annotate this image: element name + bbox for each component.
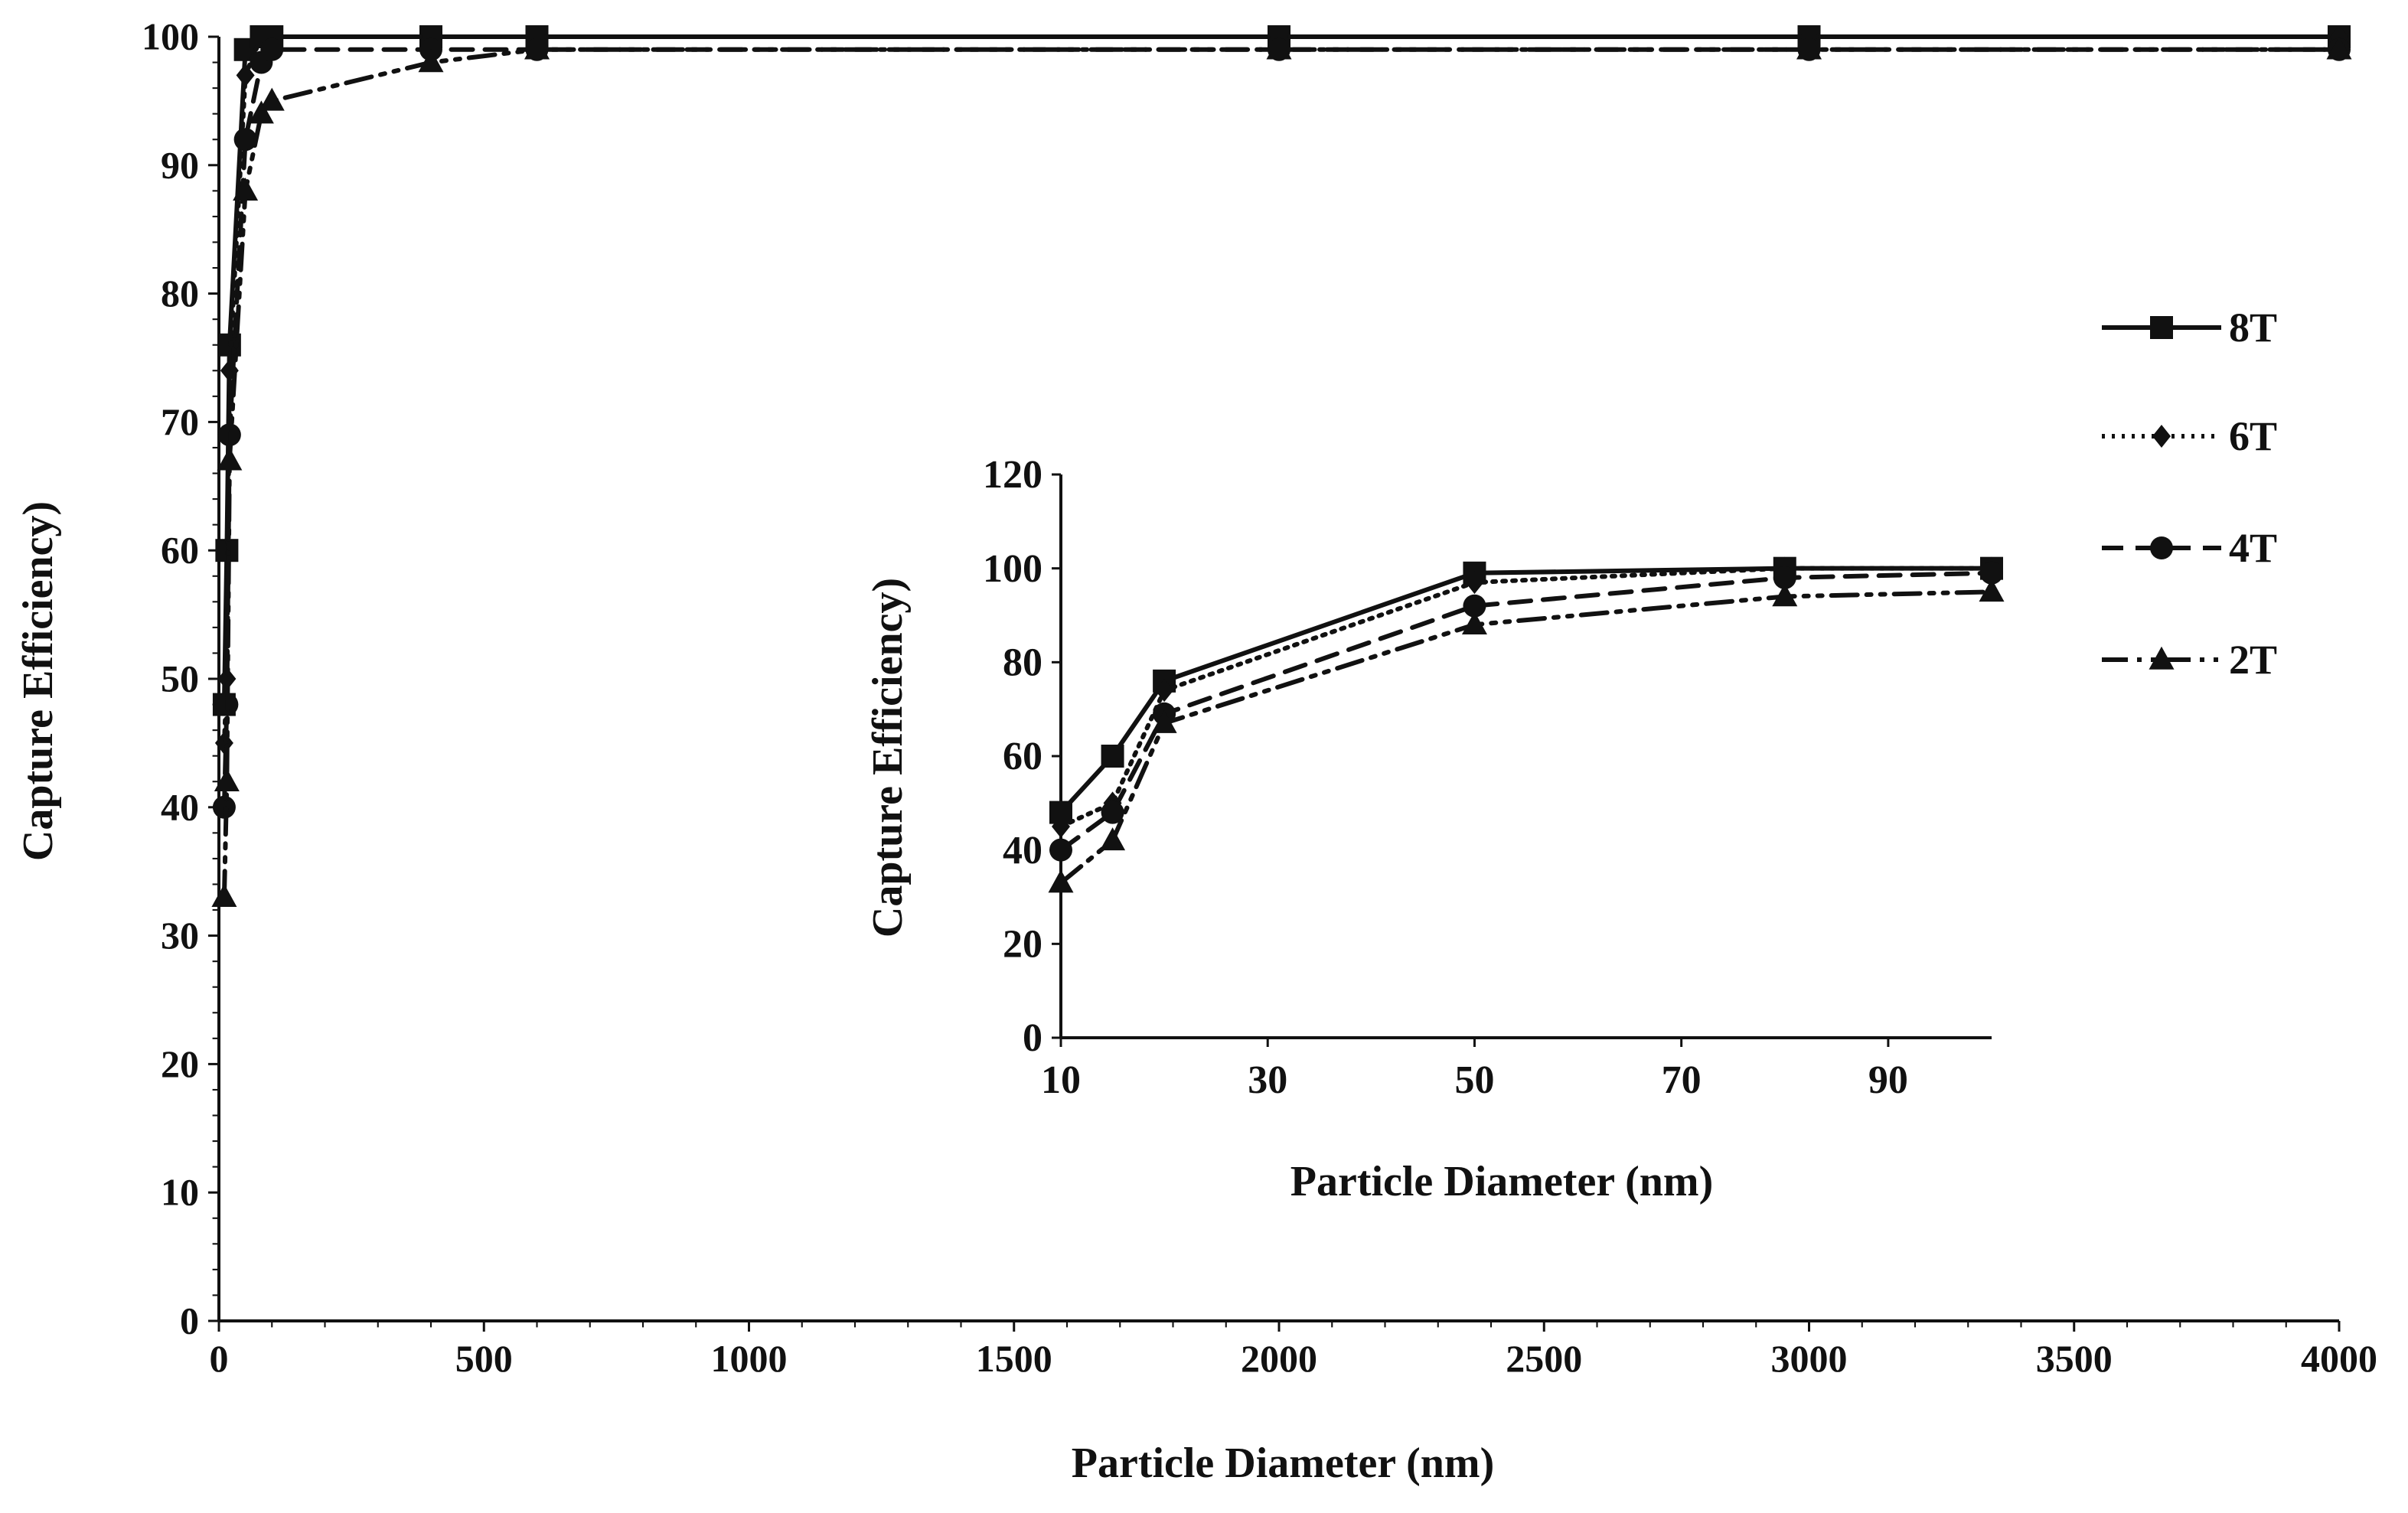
legend: 8T 6T 4T 2T bbox=[2102, 305, 2277, 683]
data-point-4t bbox=[1463, 594, 1486, 618]
data-point-2t bbox=[524, 36, 550, 60]
data-point-4t bbox=[260, 37, 284, 61]
x-tick-label: 30 bbox=[1248, 1058, 1287, 1102]
x-tick-label: 4000 bbox=[2301, 1337, 2377, 1380]
series-line-4t bbox=[1059, 570, 1994, 853]
data-point-4t bbox=[1101, 801, 1124, 824]
data-point-2t bbox=[2326, 36, 2352, 60]
y-tick-label: 20 bbox=[1003, 922, 1042, 966]
y-tick-label: 90 bbox=[161, 143, 199, 186]
y-tick-label: 100 bbox=[983, 547, 1042, 591]
y-tick-label: 100 bbox=[142, 15, 199, 58]
series-2t bbox=[211, 36, 2352, 908]
x-tick-label: 90 bbox=[1868, 1058, 1908, 1102]
data-point-2t bbox=[233, 178, 259, 201]
series-8t bbox=[1049, 556, 2003, 824]
data-point-2t bbox=[1048, 869, 1074, 893]
y-tick-label: 60 bbox=[1003, 735, 1042, 778]
series-line-2t bbox=[1059, 589, 1994, 885]
y-tick-label: 120 bbox=[983, 453, 1042, 497]
data-point-2t bbox=[1151, 709, 1177, 733]
y-axis-title: Capture Efficiency) bbox=[864, 578, 912, 937]
x-axis-title: Particle Diameter (nm) bbox=[1072, 1440, 1494, 1487]
legend-item-8t: 8T bbox=[2102, 305, 2277, 351]
series-line-6t bbox=[221, 34, 2341, 745]
series-line-6t bbox=[1059, 566, 1994, 829]
y-tick-label: 0 bbox=[1023, 1016, 1042, 1060]
data-point-6t bbox=[1465, 571, 1484, 595]
data-point-6t bbox=[1155, 679, 1174, 703]
legend-label-8t: 8T bbox=[2229, 305, 2277, 351]
data-point-2t bbox=[1796, 36, 1822, 60]
legend-item-4t: 4T bbox=[2102, 525, 2277, 571]
series-2t bbox=[1048, 579, 2005, 893]
series-4t bbox=[1049, 561, 2003, 862]
legend-label-6t: 6T bbox=[2229, 413, 2277, 459]
data-point-2t bbox=[1772, 583, 1798, 607]
data-point-8t bbox=[1101, 745, 1124, 768]
series-8t bbox=[212, 25, 2351, 716]
legend-marker-2t bbox=[2149, 646, 2175, 670]
x-tick-label: 3500 bbox=[2036, 1337, 2113, 1380]
series-line-8t bbox=[221, 34, 2341, 707]
data-point-4t bbox=[233, 128, 257, 152]
x-tick-label: 50 bbox=[1454, 1058, 1494, 1102]
data-point-2t bbox=[214, 768, 240, 791]
x-tick-label: 2500 bbox=[1506, 1337, 1582, 1380]
data-point-4t bbox=[1980, 561, 2003, 585]
y-tick-label: 40 bbox=[161, 785, 199, 828]
legend-marker-4t bbox=[2150, 536, 2173, 559]
legend-label-2t: 2T bbox=[2229, 637, 2277, 683]
main-plot: 0 500 1000 1500 2000 2500 3000 3500 400001020304… bbox=[15, 15, 2377, 1488]
data-point-2t bbox=[1266, 36, 1292, 60]
y-tick-label: 30 bbox=[161, 914, 199, 957]
legend-marker-6t bbox=[2152, 425, 2171, 448]
legend-item-2t: 2T bbox=[2102, 637, 2277, 683]
x-tick-label: 1000 bbox=[711, 1337, 788, 1380]
data-point-2t bbox=[418, 49, 444, 73]
inset-plot: 10 30 50 70 90 0 20 40 60 80 100 120 Particle Diamet… bbox=[864, 453, 2005, 1205]
series-line-4t bbox=[221, 47, 2341, 810]
y-tick-label: 70 bbox=[161, 400, 199, 443]
y-tick-label: 60 bbox=[161, 529, 199, 572]
data-point-2t bbox=[211, 884, 237, 908]
y-axis-title: Capture Efficiency) bbox=[15, 501, 62, 861]
legend-marker-8t bbox=[2150, 316, 2173, 339]
series-6t bbox=[214, 25, 2348, 755]
x-tick-label: 1500 bbox=[976, 1337, 1052, 1380]
y-tick-label: 50 bbox=[161, 657, 199, 700]
y-tick-label: 80 bbox=[161, 272, 199, 315]
y-tick-label: 0 bbox=[180, 1299, 199, 1342]
series-4t bbox=[212, 37, 2351, 819]
data-point-4t bbox=[1049, 838, 1072, 862]
x-tick-label: 10 bbox=[1041, 1058, 1081, 1102]
data-point-4t bbox=[212, 795, 236, 819]
data-point-6t bbox=[236, 64, 255, 87]
x-tick-label: 500 bbox=[455, 1337, 513, 1380]
legend-label-4t: 4T bbox=[2229, 525, 2277, 571]
data-point-2t bbox=[1979, 579, 2005, 602]
data-point-2t bbox=[1100, 827, 1126, 851]
y-tick-label: 40 bbox=[1003, 829, 1042, 872]
data-point-2t bbox=[217, 447, 243, 471]
x-tick-label: 70 bbox=[1662, 1058, 1702, 1102]
data-point-2t bbox=[248, 100, 274, 124]
x-tick-label: 0 bbox=[210, 1337, 229, 1380]
x-tick-label: 3000 bbox=[1771, 1337, 1848, 1380]
series-line-8t bbox=[1059, 566, 1994, 815]
data-point-2t bbox=[259, 87, 285, 111]
data-point-6t bbox=[217, 667, 237, 690]
x-axis-title: Particle Diameter (nm) bbox=[1290, 1158, 1713, 1205]
x-tick-label: 2000 bbox=[1241, 1337, 1317, 1380]
y-tick-label: 10 bbox=[161, 1171, 199, 1214]
y-tick-label: 80 bbox=[1003, 641, 1042, 684]
y-tick-label: 20 bbox=[161, 1042, 199, 1085]
legend-item-6t: 6T bbox=[2102, 413, 2277, 459]
data-point-6t bbox=[1052, 815, 1070, 838]
data-point-4t bbox=[1773, 566, 1796, 589]
data-point-2t bbox=[1461, 611, 1487, 635]
series-line-2t bbox=[221, 47, 2341, 900]
